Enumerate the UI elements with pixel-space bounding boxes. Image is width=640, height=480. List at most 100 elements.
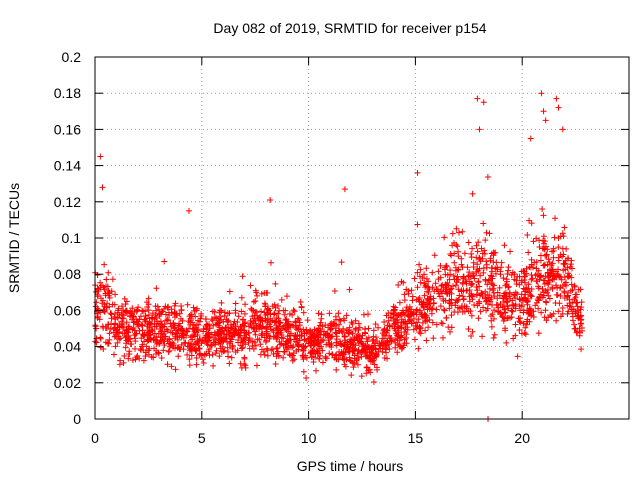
data-point bbox=[153, 333, 160, 340]
data-point bbox=[342, 348, 349, 355]
data-point bbox=[123, 327, 130, 334]
data-point bbox=[413, 311, 420, 318]
data-point bbox=[300, 356, 307, 363]
data-point bbox=[146, 336, 153, 343]
data-point bbox=[264, 305, 271, 312]
data-point bbox=[94, 271, 101, 278]
data-point bbox=[482, 277, 489, 284]
data-point bbox=[261, 334, 268, 341]
data-point bbox=[549, 260, 556, 267]
data-point bbox=[273, 345, 280, 352]
data-point bbox=[372, 340, 379, 347]
data-point bbox=[318, 338, 325, 344]
data-point bbox=[223, 331, 230, 338]
data-point bbox=[272, 360, 279, 367]
data-point bbox=[536, 294, 543, 301]
data-point bbox=[241, 335, 248, 342]
data-point bbox=[479, 250, 486, 257]
data-point bbox=[288, 352, 295, 359]
data-point bbox=[563, 245, 570, 252]
data-point bbox=[239, 273, 246, 280]
data-point bbox=[209, 351, 216, 358]
data-point bbox=[568, 281, 575, 288]
data-point bbox=[258, 346, 265, 353]
data-point bbox=[217, 307, 224, 314]
data-point bbox=[164, 304, 171, 311]
data-point bbox=[294, 315, 301, 322]
y-axis-label: SRMTID / TECUs bbox=[6, 183, 22, 293]
data-point bbox=[184, 301, 191, 308]
data-point bbox=[261, 300, 268, 307]
data-point bbox=[548, 271, 555, 278]
data-point bbox=[424, 302, 431, 309]
data-point bbox=[171, 310, 178, 317]
data-point bbox=[186, 362, 193, 369]
data-point bbox=[172, 300, 179, 307]
data-point bbox=[458, 255, 465, 262]
data-point bbox=[322, 322, 329, 329]
data-point bbox=[172, 333, 179, 340]
data-point bbox=[544, 289, 551, 296]
data-point bbox=[574, 299, 581, 306]
data-point bbox=[129, 305, 136, 312]
data-point bbox=[237, 360, 244, 367]
x-axis-label: GPS time / hours bbox=[297, 458, 404, 474]
data-point bbox=[475, 298, 482, 305]
data-point bbox=[132, 345, 139, 352]
data-point bbox=[333, 366, 340, 373]
data-point bbox=[423, 265, 430, 272]
data-point bbox=[488, 323, 495, 330]
data-point bbox=[337, 317, 344, 324]
data-point bbox=[360, 346, 367, 353]
data-point bbox=[270, 311, 277, 318]
data-point bbox=[496, 284, 503, 291]
data-point bbox=[314, 348, 321, 355]
data-point bbox=[374, 366, 381, 373]
data-point bbox=[500, 317, 507, 324]
data-point bbox=[504, 270, 511, 277]
data-point bbox=[448, 302, 455, 309]
data-point bbox=[544, 286, 551, 293]
data-point bbox=[498, 264, 505, 271]
data-point bbox=[450, 272, 457, 279]
data-point bbox=[535, 297, 542, 304]
data-point bbox=[241, 354, 248, 361]
data-point bbox=[370, 378, 377, 385]
data-point bbox=[355, 320, 362, 327]
data-point bbox=[318, 343, 325, 350]
data-point bbox=[552, 300, 559, 307]
data-point bbox=[331, 287, 338, 294]
data-point bbox=[539, 285, 546, 292]
data-point bbox=[433, 321, 440, 328]
data-point bbox=[428, 306, 435, 313]
data-point bbox=[152, 312, 159, 319]
data-point bbox=[196, 318, 203, 325]
data-point bbox=[109, 301, 116, 308]
data-point bbox=[166, 336, 173, 343]
data-point bbox=[221, 312, 228, 319]
data-point bbox=[165, 309, 172, 316]
data-point bbox=[198, 310, 205, 317]
data-point bbox=[577, 306, 584, 313]
data-point bbox=[401, 291, 408, 298]
data-point bbox=[250, 298, 257, 305]
data-point bbox=[153, 285, 160, 292]
data-point bbox=[326, 310, 333, 317]
data-point bbox=[269, 303, 276, 310]
data-point bbox=[157, 328, 164, 335]
data-point bbox=[415, 345, 422, 352]
data-point bbox=[458, 288, 465, 295]
data-point bbox=[284, 346, 291, 353]
data-point bbox=[291, 308, 298, 315]
data-point bbox=[381, 325, 388, 332]
data-point bbox=[546, 266, 553, 273]
data-point bbox=[486, 230, 493, 237]
data-point bbox=[515, 315, 522, 322]
scatter-points bbox=[92, 90, 585, 422]
data-point bbox=[114, 314, 121, 321]
data-point bbox=[555, 104, 562, 111]
data-point bbox=[440, 295, 447, 302]
data-point bbox=[415, 296, 422, 303]
data-point bbox=[487, 257, 494, 264]
data-point bbox=[480, 220, 487, 227]
